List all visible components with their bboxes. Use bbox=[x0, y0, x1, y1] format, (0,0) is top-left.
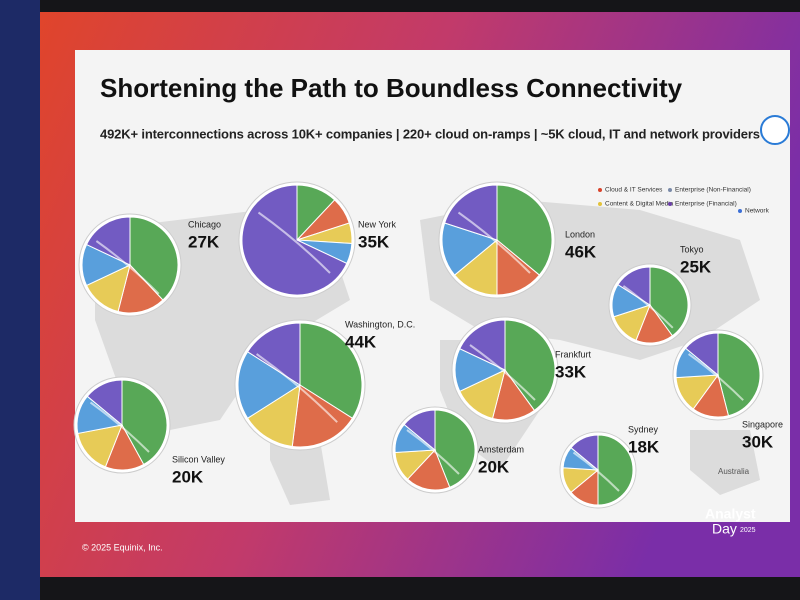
chord-segment bbox=[86, 379, 123, 427]
city-value: 35K bbox=[358, 232, 390, 251]
city-name: Silicon Valley bbox=[172, 454, 225, 464]
city-value: 20K bbox=[172, 467, 204, 486]
chord-ribbon bbox=[572, 451, 620, 492]
map-label: Australia bbox=[718, 467, 750, 476]
chord-segment bbox=[117, 263, 164, 314]
chord-segment bbox=[444, 184, 498, 241]
chord-segment bbox=[406, 449, 451, 491]
chord-segment bbox=[246, 322, 301, 386]
subtitle: 492K+ interconnections across 10K+ compa… bbox=[100, 126, 760, 141]
city-value: 25K bbox=[680, 257, 712, 276]
legend-label: Enterprise (Financial) bbox=[675, 201, 737, 208]
chord-ribbon bbox=[406, 429, 460, 475]
title: Shortening the Path to Boundless Connect… bbox=[100, 73, 683, 103]
city-value: 30K bbox=[742, 432, 774, 451]
chord-segment bbox=[403, 409, 436, 452]
city-name: Frankfurt bbox=[555, 349, 592, 359]
chord-diagram bbox=[73, 376, 171, 474]
city-value: 27K bbox=[188, 232, 220, 251]
legend-label: Cloud & IT Services bbox=[605, 187, 663, 194]
chord-segment bbox=[291, 384, 354, 448]
chord-segment bbox=[570, 434, 599, 472]
city-name: Tokyo bbox=[680, 244, 704, 254]
chord-segment bbox=[459, 319, 506, 371]
chord-diagram bbox=[234, 319, 366, 451]
chord-ribbon bbox=[89, 401, 150, 453]
chord-ribbon bbox=[457, 211, 531, 274]
event-name: Analyst bbox=[705, 506, 756, 522]
city-value: 33K bbox=[555, 362, 587, 381]
chord-segment bbox=[684, 332, 719, 377]
chord-diagram bbox=[238, 181, 356, 299]
chord-segment bbox=[496, 184, 553, 276]
chord-segment bbox=[504, 319, 556, 412]
chord-ribbon bbox=[257, 211, 331, 274]
legend-dot bbox=[738, 209, 742, 213]
event-year: 2025 bbox=[740, 527, 756, 534]
event-name-2: Day bbox=[712, 521, 737, 537]
chord-diagram bbox=[608, 263, 692, 347]
city-value: 18K bbox=[628, 437, 660, 456]
chord-diagram bbox=[438, 181, 556, 299]
chord-diagram bbox=[78, 213, 182, 317]
city-name: Washington, D.C. bbox=[345, 319, 415, 329]
chord-segment bbox=[434, 409, 476, 488]
chord-diagram bbox=[451, 316, 559, 424]
chord-ribbon bbox=[622, 285, 674, 329]
chord-diagram bbox=[559, 431, 637, 509]
chord-diagram bbox=[391, 406, 479, 494]
logo-badge bbox=[760, 115, 790, 145]
chord-ribbon bbox=[256, 353, 338, 423]
legend-label: Enterprise (Non-Financial) bbox=[675, 187, 751, 194]
city-name: Sydney bbox=[628, 424, 659, 434]
chord-segment bbox=[617, 266, 651, 306]
chord-ribbon bbox=[469, 344, 536, 401]
chord-diagram bbox=[672, 329, 764, 421]
chord-segment bbox=[717, 332, 761, 417]
chord-segment bbox=[121, 379, 168, 466]
city-name: Singapore bbox=[742, 419, 783, 429]
chord-segment bbox=[77, 424, 123, 468]
legend-dot bbox=[598, 188, 602, 192]
city-value: 20K bbox=[478, 457, 510, 476]
chord-ribbon bbox=[688, 353, 744, 401]
legend-dot bbox=[668, 202, 672, 206]
chord-segment bbox=[237, 351, 301, 419]
chord-segment bbox=[649, 266, 689, 337]
city-name: Chicago bbox=[188, 219, 221, 229]
legend-dot bbox=[598, 202, 602, 206]
legend-label: Content & Digital Media bbox=[605, 201, 674, 208]
city-name: London bbox=[565, 229, 595, 239]
legend-label: Network bbox=[745, 208, 770, 215]
city-name: New York bbox=[358, 219, 397, 229]
left-wall bbox=[0, 0, 40, 600]
copyright: © 2025 Equinix, Inc. bbox=[82, 542, 163, 552]
legend-dot bbox=[668, 188, 672, 192]
chord-ribbon bbox=[95, 240, 160, 295]
chord-segment bbox=[85, 216, 131, 266]
city-value: 44K bbox=[345, 332, 377, 351]
chord-segment bbox=[246, 384, 301, 448]
city-name: Amsterdam bbox=[478, 444, 524, 454]
city-value: 46K bbox=[565, 242, 597, 261]
chord-segment bbox=[129, 216, 179, 301]
chord-segment bbox=[597, 434, 634, 506]
